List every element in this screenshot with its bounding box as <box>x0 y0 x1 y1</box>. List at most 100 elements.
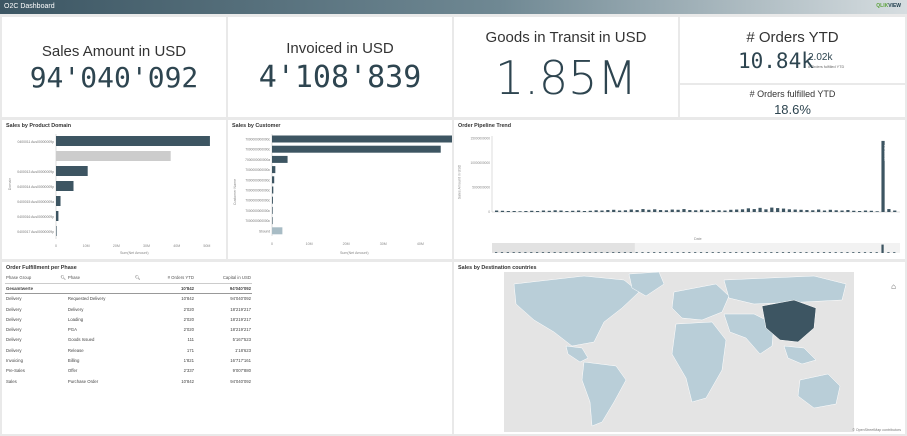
table-row[interactable]: Delivery Requested Delivery 10'842 94'040'0… <box>5 294 252 304</box>
bar[interactable] <box>688 210 692 212</box>
bar[interactable] <box>606 210 610 212</box>
bar[interactable] <box>834 210 838 212</box>
bar[interactable] <box>535 211 540 212</box>
bar[interactable] <box>822 210 827 212</box>
search-icon[interactable]: 🔍︎ <box>134 274 141 280</box>
kpi-orders-ytd[interactable]: # Orders YTD 10.84k 2.02k # Orders fulfi… <box>680 17 905 83</box>
bar[interactable] <box>811 210 815 212</box>
region-north-america[interactable] <box>513 275 640 347</box>
chart-order-pipeline-trend[interactable]: Order Pipeline Trend Sales Amount in USD… <box>454 120 905 259</box>
bar[interactable] <box>793 209 797 212</box>
bar[interactable] <box>629 209 633 212</box>
bar[interactable] <box>758 207 762 212</box>
table-row[interactable]: Pre-Sales Offer 2'337 9'007'880 <box>5 366 252 376</box>
bar[interactable] <box>559 210 563 212</box>
bar[interactable] <box>56 181 74 191</box>
bar[interactable] <box>530 210 534 212</box>
bar[interactable] <box>787 209 791 212</box>
bar[interactable] <box>776 208 780 212</box>
bar[interactable] <box>553 210 557 212</box>
bar[interactable] <box>840 210 844 212</box>
bar[interactable] <box>635 210 639 212</box>
region-middle-east-india[interactable] <box>723 313 775 355</box>
region-china[interactable] <box>761 299 817 343</box>
bar[interactable] <box>694 210 698 212</box>
kpi-sales-amount[interactable]: Sales Amount in USD 94'040'092 <box>2 17 226 117</box>
chart-sales-by-customer[interactable]: Sales by Customer Customer Name Sum(Net … <box>228 120 452 259</box>
bar[interactable] <box>272 155 288 163</box>
bar[interactable] <box>541 210 546 212</box>
bar[interactable] <box>594 210 598 212</box>
bar[interactable] <box>272 196 273 204</box>
bar[interactable] <box>752 209 756 212</box>
bar[interactable] <box>506 211 510 212</box>
bar[interactable] <box>272 145 441 153</box>
bar[interactable] <box>547 210 551 212</box>
bar[interactable] <box>664 210 669 212</box>
region-europe[interactable] <box>671 283 730 321</box>
bar[interactable] <box>272 206 273 214</box>
bar[interactable] <box>740 209 745 212</box>
bar[interactable] <box>858 211 862 212</box>
region-russia[interactable] <box>723 275 847 305</box>
region-southeast-asia[interactable] <box>783 345 817 365</box>
chart-sales-by-product-domain[interactable]: Sales by Product Domain Domain Sum(Net A… <box>2 120 226 259</box>
bar[interactable] <box>658 210 663 212</box>
bar[interactable] <box>863 210 868 212</box>
table-row[interactable]: Delivery Goods Issued 111 5'167'523 <box>5 335 252 345</box>
col-capital[interactable]: Capital in USD <box>195 273 252 284</box>
region-australia[interactable] <box>797 373 841 409</box>
region-south-america[interactable] <box>581 361 627 427</box>
pipeline-bar-chart[interactable]: 0 5000000000 10000000000 15000000000 1457890… <box>454 120 905 259</box>
bar[interactable] <box>56 211 59 221</box>
bar[interactable] <box>495 210 499 212</box>
bar[interactable] <box>682 209 686 212</box>
customer-bar-chart[interactable]: 7000000000000c 7000000000000c 700000000000… <box>228 120 452 259</box>
table-row[interactable]: Invoicing Billing 1'821 16'717'161 <box>5 355 252 365</box>
table-order-fulfillment[interactable]: Order Fulfillment per Phase Phase Group … <box>2 262 452 434</box>
bar[interactable] <box>805 210 809 212</box>
table-row[interactable]: Delivery Release 171 1'18'623 <box>5 345 252 355</box>
region-central-america[interactable] <box>565 345 589 363</box>
bar[interactable] <box>676 209 680 212</box>
bar[interactable] <box>588 210 592 212</box>
bar[interactable] <box>56 136 210 146</box>
table-row[interactable]: Sales Purchase Order 10'842 94'040'092 <box>5 376 252 386</box>
table-row[interactable]: Delivery PGA 2'020 18'219'217 <box>5 324 252 334</box>
col-orders[interactable]: # Orders YTD <box>141 273 196 284</box>
bar[interactable] <box>272 217 273 225</box>
bar[interactable] <box>272 186 274 194</box>
domain-bar-chart[interactable]: 0400011 Aus00000009p 0400013 Aus00000009p… <box>2 120 226 259</box>
bar[interactable] <box>817 209 821 212</box>
bar[interactable] <box>735 209 739 212</box>
bar[interactable] <box>565 211 569 212</box>
bar[interactable] <box>641 209 645 212</box>
bar[interactable] <box>518 211 522 212</box>
bar[interactable] <box>56 226 57 236</box>
bar[interactable] <box>272 176 275 184</box>
bar[interactable] <box>717 210 721 212</box>
region-greenland[interactable] <box>628 271 665 297</box>
bar[interactable] <box>571 210 575 212</box>
map-sales-by-destination[interactable]: Sales by Destination countries ⌂ © OpenS… <box>454 262 905 434</box>
bar[interactable] <box>600 210 604 212</box>
world-map[interactable] <box>454 262 905 434</box>
bar[interactable] <box>272 227 283 235</box>
kpi-orders-fulfilled[interactable]: # Orders fulfilled YTD 18.6% <box>680 85 905 117</box>
bar[interactable] <box>56 196 61 206</box>
table-row[interactable]: Delivery Delivery 2'020 18'219'217 <box>5 304 252 314</box>
bar[interactable] <box>576 210 581 212</box>
bar[interactable] <box>711 210 715 212</box>
bar[interactable] <box>846 210 850 212</box>
bar[interactable] <box>799 209 803 212</box>
bar[interactable] <box>56 166 88 176</box>
scrollbar-track[interactable] <box>492 243 900 253</box>
bar[interactable] <box>828 209 832 212</box>
home-icon[interactable]: ⌂ <box>891 282 896 291</box>
bar[interactable] <box>770 207 774 212</box>
bar[interactable] <box>623 210 628 212</box>
col-phase-group[interactable]: Phase Group 🔍︎ <box>5 273 67 284</box>
bar[interactable] <box>617 210 622 212</box>
bar[interactable] <box>272 135 452 143</box>
bar[interactable] <box>524 211 528 212</box>
